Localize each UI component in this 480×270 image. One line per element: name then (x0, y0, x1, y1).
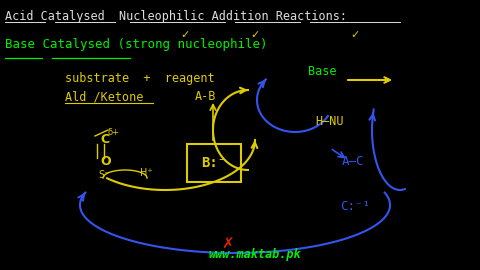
Text: www.maktab.pk: www.maktab.pk (209, 248, 301, 261)
Text: H⁺: H⁺ (140, 168, 153, 178)
Text: A-B: A-B (195, 90, 216, 103)
Text: C: C (100, 133, 109, 146)
Text: H—NU: H—NU (315, 115, 344, 128)
Text: ✓: ✓ (250, 30, 260, 40)
Text: substrate  +  reagent: substrate + reagent (65, 72, 215, 85)
Text: Acid Catalysed  Nucleophilic Addition Reactions:: Acid Catalysed Nucleophilic Addition Rea… (5, 10, 347, 23)
Text: C:⁻¹: C:⁻¹ (340, 200, 370, 213)
Text: B:⁻: B:⁻ (202, 156, 227, 170)
Text: O: O (100, 155, 110, 168)
Text: A—C: A—C (342, 155, 364, 168)
Text: Base: Base (308, 65, 336, 78)
Text: Base Catalysed (strong nucleophile): Base Catalysed (strong nucleophile) (5, 38, 267, 51)
Text: ✗: ✗ (222, 237, 234, 252)
Text: ✓: ✓ (350, 30, 360, 40)
Text: δ+: δ+ (108, 128, 120, 137)
Text: Ald /Ketone: Ald /Ketone (65, 90, 144, 103)
Text: ✓: ✓ (180, 30, 190, 40)
Text: S⁻: S⁻ (98, 170, 109, 180)
